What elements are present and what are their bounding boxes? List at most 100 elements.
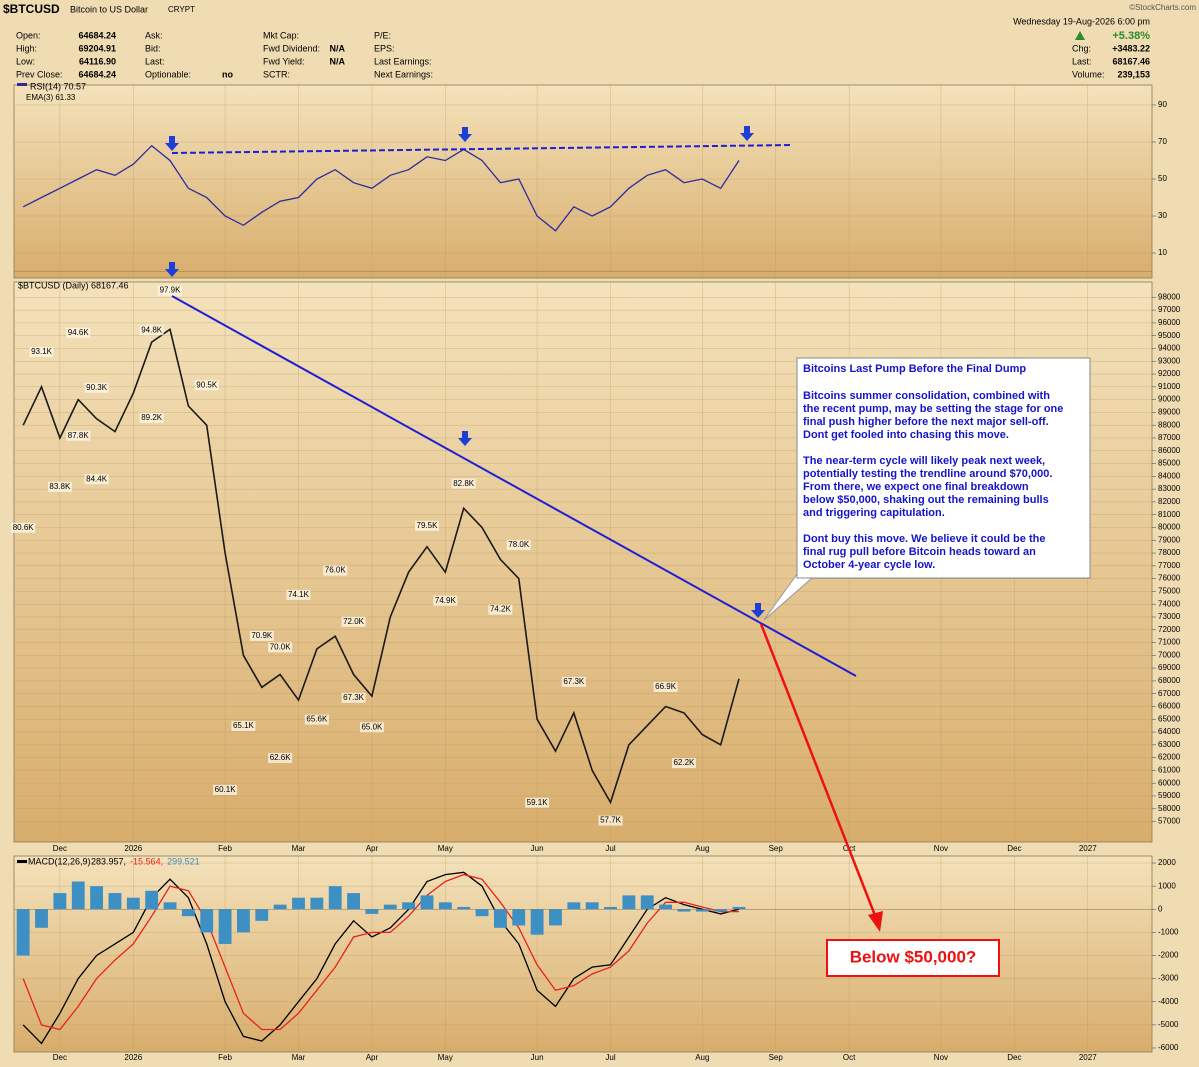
- histogram-bar: [383, 904, 397, 910]
- x-tick-label: Dec: [53, 1053, 67, 1062]
- histogram-bar: [53, 893, 67, 910]
- series-line: [22, 144, 740, 232]
- y-tick-label: -4000: [1158, 997, 1179, 1006]
- y-tick-label: 58000: [1158, 804, 1181, 813]
- x-tick-label: 2026: [124, 1053, 142, 1062]
- y-tick-label: 57000: [1158, 817, 1181, 826]
- annotation-line: potentially testing the trendline around…: [803, 468, 1052, 480]
- histogram-bar: [71, 881, 85, 910]
- histogram-bar: [567, 902, 581, 910]
- histogram-bar: [163, 902, 177, 910]
- histogram-bar: [677, 909, 691, 912]
- field-label: Volume:: [1072, 69, 1105, 79]
- field-value: 64116.90: [79, 56, 116, 66]
- y-tick-label: 63000: [1158, 740, 1181, 749]
- value-label: 74.2K: [490, 605, 512, 614]
- y-tick-label: 94000: [1158, 344, 1181, 353]
- y-tick-label: 90000: [1158, 395, 1181, 404]
- x-tick-label: Jun: [531, 1053, 544, 1062]
- histogram-bar: [659, 904, 673, 910]
- y-tick-label: 67000: [1158, 689, 1181, 698]
- value-label: 80.6K: [13, 523, 35, 532]
- histogram-bar: [108, 893, 122, 910]
- y-tick-label: 82000: [1158, 497, 1181, 506]
- field-value: 64684.24: [78, 30, 116, 40]
- price-trendline: [171, 295, 857, 677]
- y-tick-label: -6000: [1158, 1043, 1179, 1052]
- field-label: SCTR:: [263, 69, 290, 79]
- y-tick-label: 1000: [1158, 881, 1176, 890]
- x-tick-label: Apr: [366, 1053, 379, 1062]
- value-label: 76.0K: [325, 566, 347, 575]
- y-tick-label: 87000: [1158, 433, 1181, 442]
- histogram-bar: [640, 895, 654, 910]
- value-label: 93.1K: [31, 347, 53, 356]
- value-label: 72.0K: [343, 617, 365, 626]
- x-tick-label: Apr: [366, 844, 379, 853]
- annotation-line: the recent pump, may be setting the stag…: [803, 403, 1063, 415]
- field-value: +3483.22: [1112, 43, 1150, 53]
- value-label: 74.9K: [435, 596, 457, 605]
- field-label: Optionable:: [145, 69, 191, 79]
- histogram-bar: [35, 909, 48, 928]
- value-label-bg: [525, 797, 550, 808]
- change-pct: +5.38%: [1112, 30, 1150, 42]
- value-label-bg: [451, 478, 476, 489]
- y-tick-label: 97000: [1158, 305, 1181, 314]
- value-label-bg: [341, 692, 366, 703]
- value-label-bg: [66, 430, 91, 441]
- exchange: CRYPT: [168, 5, 195, 14]
- value-label-bg: [561, 676, 586, 687]
- annotation-line: Bitcoins summer consolidation, combined …: [803, 390, 1050, 402]
- forecast-arrow: [759, 623, 878, 919]
- arrow: [165, 262, 179, 277]
- x-tick-label: Dec: [1007, 1053, 1021, 1062]
- histogram-bar: [695, 909, 709, 912]
- value-label-bg: [414, 520, 439, 531]
- annotation-line: From there, we expect one final breakdow…: [803, 481, 1029, 493]
- arrows: [165, 126, 765, 618]
- histogram-bar: [237, 909, 250, 933]
- y-tick-label: 75000: [1158, 587, 1181, 596]
- value-label: 70.9K: [251, 631, 273, 640]
- x-tick-label: 2027: [1079, 1053, 1097, 1062]
- value-label: 62.6K: [270, 753, 292, 762]
- histogram-bar: [512, 909, 526, 926]
- arrow: [751, 603, 765, 618]
- field-label: Next Earnings:: [374, 69, 433, 79]
- annotation-line: and triggering capitulation.: [803, 507, 945, 519]
- value-label-bg: [433, 595, 458, 606]
- arrow: [165, 136, 179, 151]
- x-tick-label: Dec: [53, 844, 67, 853]
- histogram-bar: [347, 893, 360, 910]
- value-label: 65.1K: [233, 721, 255, 730]
- x-tick-label: Mar: [292, 844, 306, 853]
- panel-bg: [13, 84, 1153, 279]
- field-label: Chg:: [1072, 43, 1091, 53]
- y-tick-label: 76000: [1158, 574, 1181, 583]
- histogram-bar: [126, 897, 140, 910]
- legend-label: MACD(12,26,9): [28, 856, 91, 866]
- y-tick-label: 80000: [1158, 523, 1181, 532]
- value-label-bg: [11, 522, 36, 533]
- y-tick-label: 68000: [1158, 676, 1181, 685]
- value-label-bg: [84, 382, 109, 393]
- y-tick-label: 30: [1158, 211, 1167, 220]
- annotation-line: final rug pull before Bitcoin heads towa…: [803, 546, 1036, 558]
- annotation-line: The near-term cycle will likely peak nex…: [803, 455, 1045, 467]
- value-label-bg: [304, 714, 329, 725]
- x-tick-label: Aug: [695, 1053, 709, 1062]
- field-label: Fwd Yield:: [263, 56, 305, 66]
- histogram-bar: [530, 909, 544, 935]
- value-label-bg: [213, 784, 238, 795]
- field-label: Fwd Dividend:: [263, 43, 320, 53]
- y-tick-label: 69000: [1158, 663, 1181, 672]
- x-tick-label: Jul: [605, 844, 615, 853]
- arrow: [740, 126, 754, 141]
- callout-box: [826, 939, 1000, 977]
- value-label: 65.0K: [361, 722, 383, 731]
- y-tick-label: 85000: [1158, 459, 1181, 468]
- field-value: 69204.91: [78, 43, 116, 53]
- annotation-line: October 4-year cycle low.: [803, 559, 935, 571]
- histogram-bar: [732, 906, 746, 910]
